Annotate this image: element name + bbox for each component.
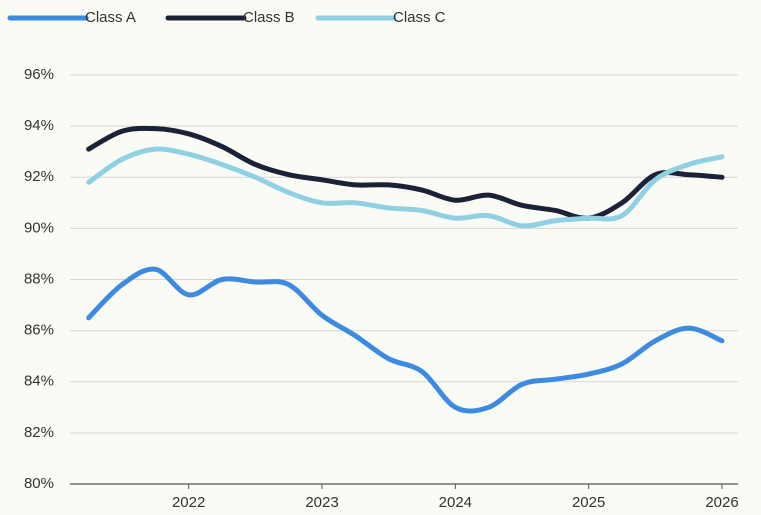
- y-tick-label: 80%: [24, 475, 54, 492]
- x-tick-label: 2025: [572, 494, 605, 511]
- series-line: [86, 125, 725, 221]
- y-tick-label: 84%: [24, 373, 54, 390]
- y-tick-label: 86%: [24, 322, 54, 339]
- y-tick-label: 82%: [24, 424, 54, 441]
- legend-label: Class B: [243, 9, 295, 26]
- y-tick-label: 94%: [24, 117, 54, 134]
- x-tick-label: 2022: [172, 494, 205, 511]
- x-tick-label: 2026: [705, 494, 738, 511]
- legend-label: Class A: [85, 9, 136, 26]
- y-tick-label: 88%: [24, 270, 54, 287]
- y-tick-label: 90%: [24, 219, 54, 236]
- y-tick-label: 92%: [24, 168, 54, 185]
- y-tick-label: 96%: [24, 66, 54, 83]
- legend-label: Class C: [393, 9, 446, 26]
- series-line: [86, 266, 725, 414]
- x-tick-label: 2024: [439, 494, 472, 511]
- x-tick-label: 2023: [305, 494, 338, 511]
- series-line: [86, 146, 725, 229]
